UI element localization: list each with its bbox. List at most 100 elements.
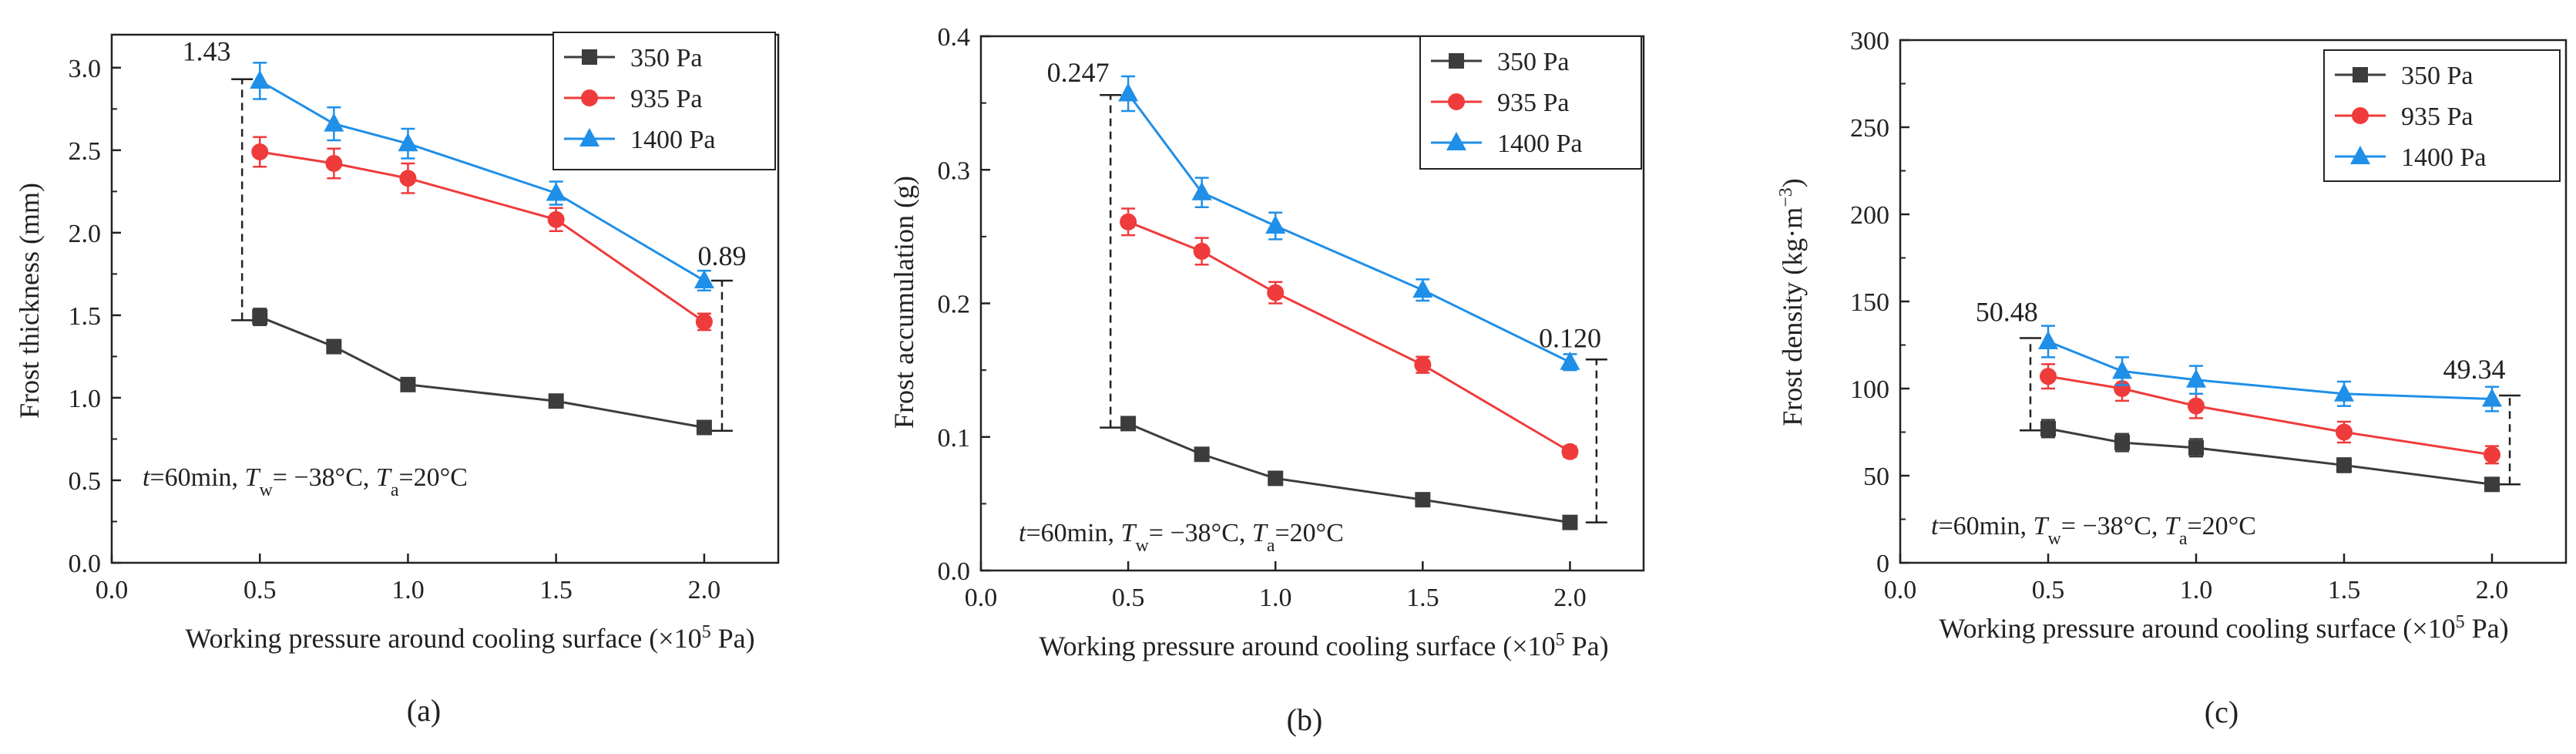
chart-panel-c: 0.0 0.5 1.0 1.5 2.0 0 50 100 150 200 250 300 Working… — [1776, 27, 2568, 729]
y-axis-title-sup: −3 — [1776, 187, 1796, 207]
annotation-label: 50.48 — [1976, 297, 2038, 328]
data-point — [1118, 82, 1139, 102]
cond-tw: T — [1121, 519, 1137, 547]
legend-label: 1400 Pa — [1497, 130, 1583, 158]
cond-t: t — [1931, 512, 1940, 540]
x-axis-title-sup: 5 — [702, 622, 711, 642]
y-tick-label: 100 — [1850, 375, 1889, 404]
cond-tw-val: = −38°C, — [273, 463, 376, 492]
x-axis-title-sup: 5 — [2456, 612, 2465, 632]
panel-label: (b) — [1287, 702, 1323, 737]
condition-text: t=60min, Tw= −38°C, Ta=20°C — [1931, 512, 2256, 549]
series-350-pa — [2040, 419, 2500, 493]
legend-marker — [581, 89, 598, 106]
x-tick-label: 2.0 — [688, 576, 721, 604]
data-point — [1193, 242, 1211, 260]
x-tick-label: 1.0 — [391, 576, 425, 604]
annotation-0: 0.247 — [1047, 57, 1122, 429]
legend-label: 935 Pa — [2401, 103, 2474, 131]
data-point — [694, 269, 714, 288]
legend-label: 935 Pa — [1497, 89, 1570, 117]
series-line — [259, 315, 705, 429]
condition-text: t=60min, Tw= −38°C, Ta=20°C — [1019, 519, 1344, 556]
legend-marker — [1448, 93, 1465, 110]
x-tick-label: 2.0 — [2476, 576, 2509, 604]
data-point — [695, 313, 713, 331]
series-1400-pa — [1118, 75, 1580, 372]
y-tick-label: 300 — [1850, 27, 1889, 56]
data-point — [548, 393, 564, 409]
data-point — [324, 113, 344, 132]
condition-text: t=60min, Tw= −38°C, Ta=20°C — [143, 463, 468, 500]
y-axis-title-main: Frost thickness (mm) — [14, 183, 45, 419]
data-point — [1265, 215, 1286, 234]
cond-t: t — [1019, 519, 1027, 547]
series-935-pa — [1120, 207, 1579, 460]
y-tick-label: 150 — [1850, 288, 1889, 317]
y-tick-label: 0.3 — [938, 157, 971, 185]
data-point — [325, 154, 343, 172]
data-point — [2336, 457, 2352, 473]
data-point — [1267, 284, 1285, 301]
data-point — [2114, 435, 2130, 451]
cond-tw-val: = −38°C, — [1149, 519, 1252, 547]
series-1400-pa — [250, 62, 714, 292]
x-axis-title-sup: 5 — [1556, 630, 1565, 650]
data-point — [1412, 279, 1433, 298]
annotation-label: 0.89 — [697, 241, 746, 271]
x-axis-title-main: Working pressure around cooling surface … — [1039, 631, 1555, 661]
x-axis-title: Working pressure around cooling surface … — [185, 622, 754, 654]
x-tick-label: 0.5 — [2032, 576, 2065, 604]
data-point — [1560, 351, 1580, 370]
y-tick-label: 1.0 — [69, 385, 102, 413]
legend-label: 350 Pa — [630, 44, 703, 72]
series-350-pa — [252, 308, 712, 436]
cond-ta: T — [2165, 512, 2181, 540]
annotation-0: 50.48 — [1976, 297, 2041, 432]
legend-marker — [2353, 67, 2368, 82]
cond-ta: T — [1252, 519, 1268, 547]
y-tick-label: 0.0 — [938, 557, 971, 586]
data-point — [1194, 446, 1210, 463]
cond-ta-val: =20°C — [399, 463, 468, 492]
legend-marker — [1446, 132, 1466, 150]
x-tick-label: 0.0 — [965, 584, 998, 612]
data-point — [1191, 181, 1212, 200]
data-point — [2188, 439, 2204, 456]
y-tick-label: 2.0 — [69, 220, 102, 248]
annotation-0: 1.43 — [183, 35, 254, 321]
x-tick-label: 1.5 — [539, 576, 573, 604]
data-point — [1120, 416, 1137, 432]
x-tick-label: 0.0 — [1884, 576, 1917, 604]
y-axis-title: Frost accumulation (g) — [888, 176, 919, 429]
x-tick-label: 1.0 — [2180, 576, 2213, 604]
y-tick-label: 0.2 — [938, 291, 971, 319]
series-935-pa — [2040, 363, 2500, 465]
x-tick-label: 0.0 — [96, 576, 129, 604]
cond-tw-sub: w — [1135, 536, 1149, 556]
legend-marker — [1449, 53, 1464, 69]
annotation-1: 0.120 — [1539, 323, 1607, 523]
cond-ta-sub: a — [391, 480, 399, 500]
cond-t-val: =60min, — [149, 463, 244, 492]
data-point — [399, 170, 417, 187]
annotation-1: 0.89 — [697, 241, 746, 432]
data-point — [1268, 470, 1284, 486]
legend: 350 Pa 935 Pa 1400 Pa — [1419, 35, 1642, 170]
data-point — [2112, 360, 2132, 379]
x-axis-title: Working pressure around cooling surface … — [1039, 630, 1608, 661]
legend-label: 1400 Pa — [630, 126, 716, 154]
panel-label: (a) — [407, 693, 441, 728]
annotation-label: 1.43 — [183, 35, 231, 66]
chart-panel-b: 0.0 0.5 1.0 1.5 2.0 0.0 0.1 0.2 0.3 0.4 Working pr… — [888, 23, 1645, 737]
legend-marker — [2350, 146, 2370, 164]
y-tick-label: 0.5 — [69, 467, 102, 496]
data-point — [546, 182, 566, 201]
legend-label: 935 Pa — [630, 85, 703, 113]
data-point — [400, 376, 416, 392]
x-axis-title-main: Working pressure around cooling surface … — [185, 623, 701, 654]
data-point — [2040, 420, 2056, 436]
y-tick-label: 0 — [1876, 550, 1889, 578]
data-point — [696, 419, 712, 436]
